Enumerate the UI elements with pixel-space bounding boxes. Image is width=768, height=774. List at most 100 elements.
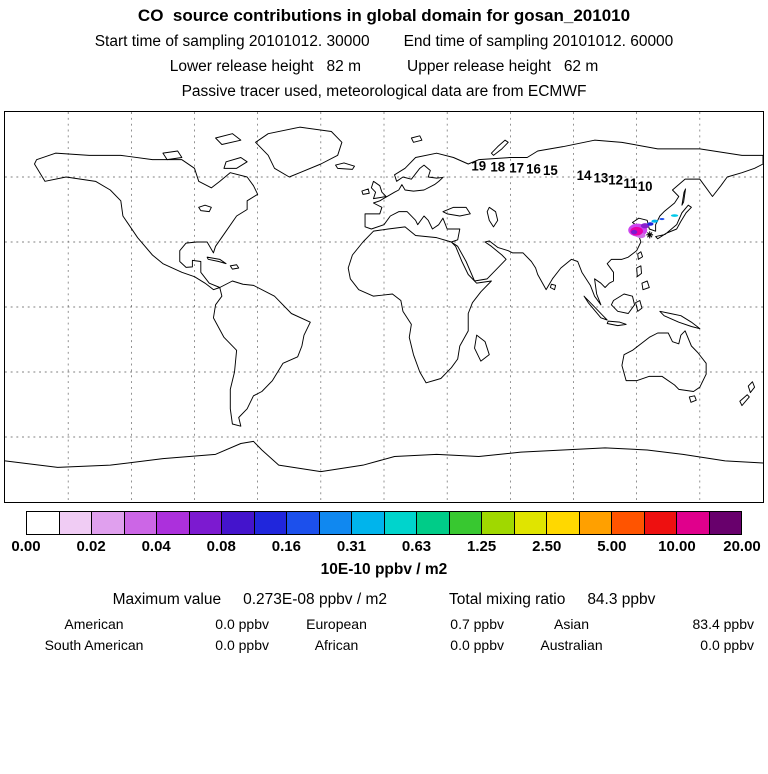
colorbar-tick-label: 0.04 [141,538,171,555]
region-name: American [64,616,124,632]
trajectory-day-markers: 19 18 17 16 15 14 13 12 11 10 [471,158,652,194]
colorbar-units: 10E-10 ppbv / m2 [320,561,448,578]
coast-sakhalin [681,188,686,206]
figure-title: CO source contributions in global domain… [137,6,631,25]
coast-africa [347,226,492,384]
svg-text:11: 11 [623,176,638,191]
colorbar-tick-label: 0.02 [76,538,106,555]
svg-text:18: 18 [490,159,505,174]
colorbar-cell [222,512,255,534]
coast-greenland [255,126,343,178]
region-name: European [306,616,367,632]
svg-text:16: 16 [526,162,541,177]
coast-south-america [212,280,311,427]
coast-caspian-sea [486,206,499,228]
coast-new-guinea [659,310,701,330]
coast-sri-lanka [549,283,557,291]
colorbar-tick-label: 10.00 [658,538,696,555]
coast-hispaniola [229,264,240,270]
colorbar-cell [254,512,287,534]
sampling-time-line: Start time of sampling 20101012. 30000 E… [0,33,768,51]
coast-eurasia [364,139,763,306]
region-value: 83.4 ppbv [692,616,755,632]
colorbar-cell [124,512,157,534]
world-map: 19 18 17 16 15 14 13 12 11 10 [5,112,763,502]
svg-text:10: 10 [638,179,653,194]
region-name: African [314,637,359,653]
region-value: 0.0 ppbv [700,637,754,653]
colorbar-tick-label: 2.50 [532,538,562,555]
colorbar-cell [352,512,385,534]
coast-sulawesi [635,300,643,312]
coast-japan [655,204,692,240]
total-mixing-ratio-value: 84.3 ppbv [587,591,656,608]
colorbar-cell [59,512,92,534]
stats-summary-row: Maximum value 0.273E-08 ppbv / m2 Total … [0,591,768,609]
svg-text:17: 17 [509,160,524,175]
coast-taiwan [637,251,644,260]
coast-australia [621,330,707,392]
tracer-line: Passive tracer used, meteorological data… [0,83,768,101]
coast-victoria-island [162,150,183,161]
colorbar-cell [547,512,580,534]
colorbar-ticks: 0.00 0.02 0.04 0.08 0.16 0.31 0.63 1.25 2.50 5.00… [11,538,760,556]
svg-text:15: 15 [543,163,558,178]
tracer-text: Passive tracer used, meteorological data… [181,83,587,100]
region-name: Australian [540,637,603,653]
coast-north-america [34,152,259,291]
figure-root: CO source contributions in global domain… [0,6,768,653]
coast-baffin-island [223,157,248,169]
colorbar-cell [157,512,190,534]
coast-cuba [206,256,227,265]
coast-tasmania [688,395,697,403]
colorbar-tick-label: 0.16 [271,538,301,555]
coast-great-lakes [198,204,212,213]
colorbar-tick-label: 0.63 [401,538,432,555]
colorbar-cell [319,512,352,534]
coast-novaya-zemlya [490,139,509,156]
colorbar-tick-label: 5.00 [597,538,627,555]
release-height-line: Lower release height 82 m Upper release … [0,58,768,76]
lower-release-text: Lower release height 82 m [169,58,361,75]
max-value: 0.273E-08 ppbv / m2 [243,591,388,608]
svg-text:13: 13 [594,170,609,185]
end-time-text: End time of sampling 20101012. 60000 [403,33,674,50]
coast-java [606,320,627,327]
coast-new-zealand-north [747,381,756,394]
colorbar-tick-label: 0.00 [11,538,41,555]
coast-luzon [636,265,642,278]
colorbar-cell [384,512,417,534]
colorbar-tick-label: 1.25 [467,538,497,555]
colorbar [26,511,742,535]
svg-text:19: 19 [471,158,486,173]
colorbar-cell [482,512,515,534]
region-name: Asian [553,616,590,632]
max-value-label: Maximum value [112,591,222,608]
coast-black-sea [442,206,471,217]
coast-new-zealand-south [739,394,750,407]
map-panel: 19 18 17 16 15 14 13 12 11 10 [4,111,764,503]
region-value: 0.0 ppbv [450,637,504,653]
coast-ellesmere-island [215,133,242,145]
coast-madagascar [474,334,490,362]
coast-ireland [361,188,370,195]
colorbar-cell [514,512,547,534]
colorbar-cell [287,512,320,534]
coast-antarctica [5,440,763,473]
total-mixing-ratio-label: Total mixing ratio [449,591,566,608]
colorbar-cell [612,512,645,534]
world-map-coastlines [5,126,763,473]
coast-mindanao [641,280,650,291]
colorbar-cell [709,512,741,534]
colorbar-cell [417,512,450,534]
svg-text:12: 12 [608,172,623,187]
region-value: 0.0 ppbv [215,616,269,632]
colorbar-cell [677,512,710,534]
upper-release-text: Upper release height 62 m [407,58,599,75]
colorbar-cell [92,512,125,534]
coast-borneo [610,293,636,314]
colorbar-cell [579,512,612,534]
region-value: 0.0 ppbv [215,637,269,653]
colorbar-tick-label: 20.00 [723,538,761,555]
colorbar-tick-label: 0.08 [206,538,236,555]
